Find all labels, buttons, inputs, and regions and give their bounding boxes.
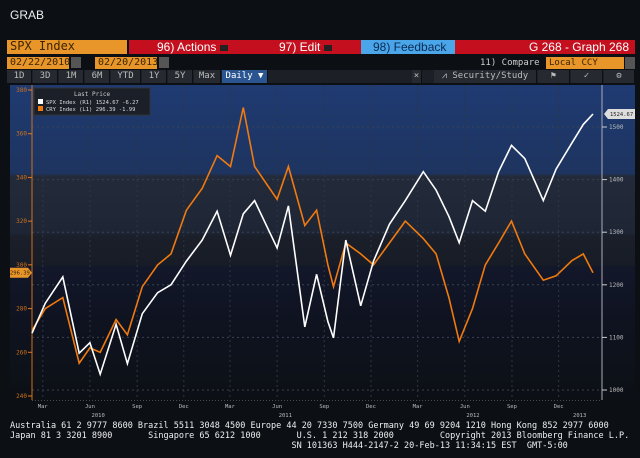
window-title: GRAB [10,8,45,22]
legend-box [33,87,151,116]
footer-session-info: SN 101363 H444-2147-2 20-Feb-13 11:34:15… [10,441,568,451]
legend-spx: SPX Index (R1) 1524.67 -6.27 [46,100,139,106]
feedback-button[interactable]: 98) Feedback [361,40,455,54]
x-tick-label: Mar [225,404,236,410]
cry-index-line [31,107,594,366]
year-label: 2013 [573,413,586,419]
close-icon[interactable]: × [412,70,422,83]
left-tick-label: 360 [16,131,27,138]
price-chart[interactable]: 240 260 280 300 320 340 360 380 1000 1100 1200 1300… [10,85,635,400]
period-toolbar: 1D 3D 1M 6M YTD 1Y 5Y Max Daily ▼ × ⩘ Se… [7,70,635,83]
x-tick-label: Mar [38,404,49,410]
period-3d[interactable]: 3D [33,70,58,83]
left-tick-label: 240 [16,393,27,400]
chart-icon: ⩘ [441,71,453,81]
legend-swatch-spx [38,99,43,104]
left-tick-label: 300 [16,262,27,269]
x-tick-label: Jun [85,404,95,410]
x-tick-label: Dec [554,404,564,410]
legend-cry: CRY Index (L1) 296.39 -1.99 [46,107,135,113]
spx-index-line [31,113,594,377]
x-tick-label: Jun [460,404,470,410]
calendar-icon[interactable] [159,57,169,68]
period-5y[interactable]: 5Y [168,70,193,83]
actions-label: 96) Actions [157,40,217,54]
currency-select[interactable]: Local CCY [546,57,624,69]
calendar-icon[interactable] [71,57,81,68]
right-tick-label: 1300 [609,229,624,236]
last-price-tag-left [10,267,32,278]
function-title: G 268 - Graph 268 [528,40,629,54]
right-tick-label: 1500 [609,124,624,131]
footer: Australia 61 2 9777 8600 Brazil 5511 304… [10,421,629,451]
actions-menu[interactable]: 96) Actions [157,40,229,54]
x-axis: Mar Jun Sep Dec Mar Jun Sep Dec Mar Jun Sep Dec 2010… [32,400,602,419]
last-price-right: 1524.67 [610,112,633,118]
year-label: 2010 [92,413,105,419]
right-tick-label: 1000 [609,387,624,394]
settings-gear-icon[interactable]: ⚙ [604,70,635,83]
left-tick-label: 260 [16,349,27,356]
footer-contacts-1: Australia 61 2 9777 8600 Brazil 5511 304… [10,421,609,431]
edit-check-icon[interactable]: ✓ [571,70,603,83]
x-tick-label: Jun [272,404,282,410]
edit-menu[interactable]: 97) Edit [279,40,333,54]
last-price-left: 296.39 [10,271,30,277]
year-label: 2012 [466,413,479,419]
year-label: 2011 [279,413,292,419]
period-1m[interactable]: 1M [59,70,84,83]
dropdown-icon [220,44,229,51]
ticker-input[interactable]: SPX Index [7,40,127,54]
period-1y[interactable]: 1Y [142,70,167,83]
right-tick-label: 1200 [609,282,624,289]
security-study-label: Security/Study [452,71,529,81]
frequency-select[interactable]: Daily ▼ [222,70,268,83]
x-tick-label: Mar [413,404,424,410]
x-tick-label: Dec [179,404,189,410]
function-bar: 96) Actions 97) Edit 98) Feedback G 268 … [129,40,635,54]
period-ytd[interactable]: YTD [111,70,141,83]
right-tick-label: 1400 [609,177,624,184]
left-tick-label: 380 [16,87,27,94]
left-tick-label: 340 [16,174,27,181]
end-date-input[interactable]: 02/20/2013 [95,57,158,69]
edit-label: 97) Edit [279,40,321,54]
footer-contacts-2: Japan 81 3 3201 8900 Singapore 65 6212 1… [10,431,630,441]
left-tick-label: 280 [16,306,27,313]
security-study-button[interactable]: ⩘ Security/Study [434,70,537,83]
dropdown-icon[interactable] [625,57,635,69]
x-tick-label: Sep [319,404,329,410]
right-tick-label: 1100 [609,334,624,341]
flag-icon[interactable]: ⚑ [538,70,570,83]
period-1d[interactable]: 1D [7,70,32,83]
last-price-tag-right [604,109,635,120]
period-6m[interactable]: 6M [85,70,110,83]
left-tick-label: 320 [16,218,27,225]
compare-button[interactable]: 11) Compare [480,58,540,68]
period-max[interactable]: Max [194,70,221,83]
x-tick-label: Sep [132,404,142,410]
legend-swatch-cry [38,106,43,111]
dropdown-icon [324,44,333,51]
legend-title: Last Price [74,91,111,98]
legend: Last Price SPX Index (R1) 1524.67 -6.27 … [33,87,151,116]
start-date-input[interactable]: 02/22/2010 [7,57,70,69]
x-tick-label: Dec [366,404,376,410]
x-tick-label: Sep [507,404,517,410]
